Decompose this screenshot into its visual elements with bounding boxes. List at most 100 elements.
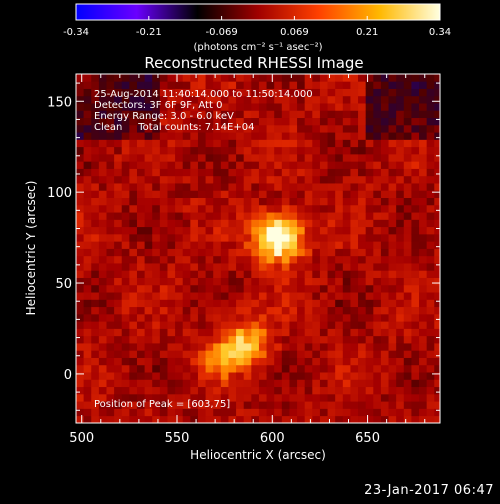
heatmap-cell (83, 183, 92, 191)
heatmap-cell (91, 197, 100, 206)
heatmap-cell (114, 328, 123, 337)
heatmap-cell (144, 233, 153, 242)
heatmap-cell (106, 153, 115, 162)
heatmap-cell (136, 204, 145, 213)
heatmap-cell (205, 284, 214, 293)
heatmap-cell (297, 313, 306, 322)
heatmap-cell (281, 328, 290, 337)
heatmap-cell (342, 350, 351, 358)
heatmap-cell (243, 372, 252, 380)
heatmap-cell (136, 270, 145, 278)
heatmap-cell (342, 103, 351, 111)
heatmap-cell (114, 219, 123, 228)
heatmap-cell (388, 81, 397, 89)
heatmap-cell (304, 248, 313, 257)
heatmap-cell (144, 81, 153, 89)
heatmap-cell (350, 183, 359, 191)
heatmap-cell (434, 241, 441, 249)
heatmap-cell (289, 183, 298, 191)
heatmap-cell (350, 343, 359, 351)
heatmap-cell (411, 408, 420, 417)
heatmap-cell (403, 190, 412, 198)
heatmap-cell (228, 364, 237, 373)
heatmap-cell (403, 139, 412, 148)
heatmap-cell (251, 393, 260, 402)
heatmap-cell (136, 183, 145, 191)
heatmap-cell (434, 379, 441, 388)
heatmap-cell (167, 212, 176, 220)
heatmap-cell (106, 277, 115, 286)
heatmap-cell (190, 306, 199, 315)
heatmap-cell (426, 306, 435, 315)
heatmap-cell (396, 364, 405, 373)
heatmap-cell (220, 386, 229, 395)
heatmap-cell (197, 161, 206, 169)
heatmap-cell (175, 233, 184, 242)
heatmap-cell (76, 343, 85, 351)
heatmap-cell (434, 146, 441, 155)
heatmap-cell (91, 124, 100, 133)
heatmap-cell (434, 335, 441, 344)
heatmap-cell (396, 139, 405, 148)
heatmap-cell (426, 299, 435, 308)
heatmap-cell (419, 103, 428, 111)
heatmap-cell (297, 299, 306, 308)
heatmap-cell (327, 263, 336, 271)
heatmap-cell (373, 226, 382, 235)
heatmap-cell (388, 393, 397, 402)
heatmap-cell (319, 284, 328, 293)
heatmap-cell (373, 88, 382, 97)
heatmap-cell (434, 124, 441, 133)
heatmap-cell (136, 393, 145, 402)
heatmap-cell (434, 204, 441, 213)
heatmap-cell (144, 357, 153, 366)
heatmap-cell (426, 372, 435, 380)
heatmap-cell (258, 183, 267, 191)
heatmap-cell (98, 255, 107, 264)
heatmap-cell (403, 197, 412, 206)
heatmap-cell (213, 299, 222, 308)
heatmap-cell (396, 117, 405, 126)
heatmap-cell (380, 277, 389, 286)
heatmap-cell (205, 292, 214, 300)
heatmap-cell (236, 372, 245, 380)
heatmap-cell (419, 321, 428, 329)
heatmap-cell (106, 364, 115, 373)
heatmap-cell (274, 372, 283, 380)
heatmap-cell (297, 321, 306, 329)
heatmap-cell (129, 299, 138, 308)
heatmap-cell (373, 372, 382, 380)
heatmap-cell (98, 81, 107, 89)
heatmap-cell (342, 212, 351, 220)
heatmap-cell (281, 110, 290, 119)
heatmap-cell (129, 292, 138, 300)
heatmap-cell (380, 233, 389, 242)
heatmap-cell (236, 255, 245, 264)
heatmap-cell (304, 364, 313, 373)
heatmap-cell (403, 219, 412, 228)
heatmap-cell (182, 270, 191, 278)
heatmap-cell (152, 103, 161, 111)
heatmap-cell (129, 95, 138, 104)
heatmap-cell (350, 379, 359, 388)
heatmap-cell (289, 350, 298, 358)
heatmap-cell (236, 124, 245, 133)
heatmap-cell (419, 110, 428, 119)
heatmap-cell (152, 110, 161, 119)
heatmap-cell (197, 321, 206, 329)
heatmap-cell (281, 219, 290, 228)
heatmap-cell (83, 292, 92, 300)
heatmap-cell (312, 212, 321, 220)
heatmap-cell (243, 124, 252, 133)
heatmap-cell (327, 357, 336, 366)
heatmap-cell (426, 255, 435, 264)
heatmap-cell (358, 415, 367, 424)
heatmap-cell (388, 204, 397, 213)
heatmap-cell (350, 277, 359, 286)
heatmap-cell (91, 139, 100, 148)
heatmap-cell (98, 401, 107, 409)
heatmap-cell (434, 306, 441, 315)
heatmap-cell (190, 255, 199, 264)
heatmap-cell (197, 74, 206, 82)
heatmap-cell (258, 357, 267, 366)
